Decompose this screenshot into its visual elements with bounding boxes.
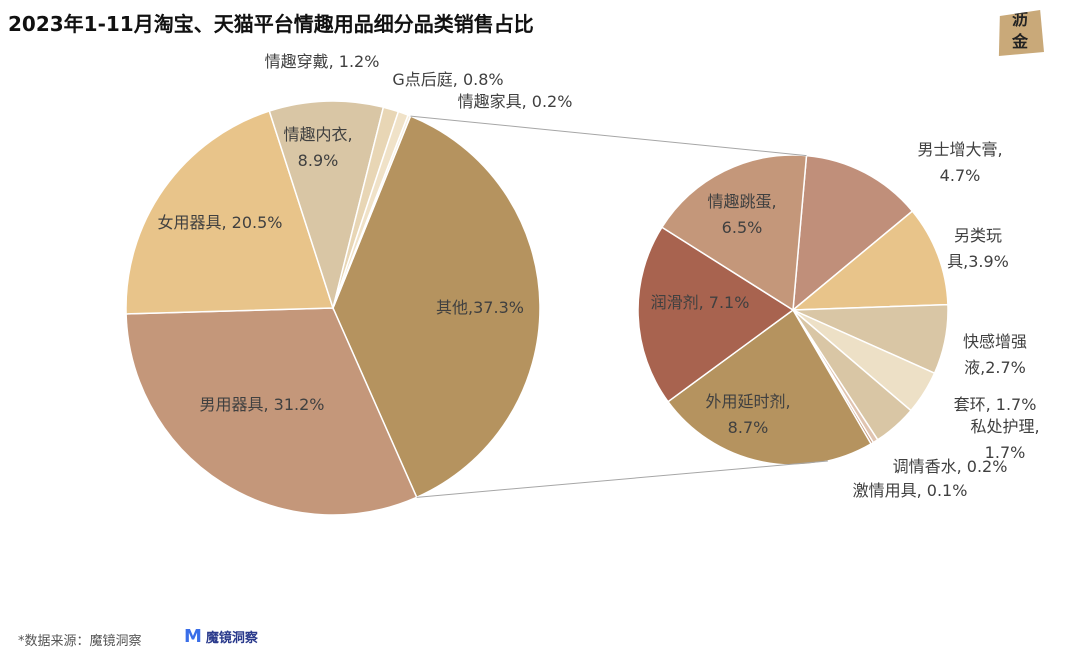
data-label: 私处护理, 1.7% — [970, 417, 1040, 462]
pie-slice — [268, 100, 385, 311]
data-label: 调情香水, 0.2% — [892, 457, 1008, 476]
data-label: 外用延时剂, 8.7% — [705, 392, 791, 437]
pie-slice — [332, 114, 412, 309]
brand-logo: M 魔镜洞察 — [184, 626, 258, 647]
logo: 沥 金 — [998, 10, 1044, 56]
pie-slice — [125, 307, 418, 516]
data-label: 男士增大膏, 4.7% — [917, 140, 1003, 185]
pie-slice — [666, 308, 873, 466]
brand-name: 魔镜洞察 — [205, 631, 258, 646]
pie-slice — [637, 226, 795, 403]
connector — [410, 115, 807, 157]
data-label: 套环, 1.7% — [953, 395, 1037, 414]
data-label: 激情用具, 0.1% — [852, 481, 968, 500]
connector — [416, 460, 828, 498]
data-label: 男用器具, 31.2% — [199, 395, 325, 414]
data-label: 另类玩具,3.9% — [947, 226, 1009, 271]
data-label: G点后庭, 0.8% — [392, 70, 504, 89]
data-label: 快感增强液,2.7% — [962, 332, 1027, 377]
pie-slice — [660, 154, 808, 312]
source-note: *数据来源：魔镜洞察 — [18, 634, 142, 649]
data-label: 情趣穿戴, 1.2% — [264, 52, 380, 71]
data-label: 情趣跳蛋, 6.5% — [707, 192, 777, 237]
pie-slice — [792, 154, 914, 312]
pie-slice — [332, 115, 541, 499]
data-label: 女用器具, 20.5% — [157, 213, 283, 232]
chart-title: 2023年1-11月淘宝、天猫平台情趣用品细分品类销售占比 — [8, 12, 534, 36]
pie-slice — [790, 210, 949, 311]
pie-slice — [125, 110, 335, 315]
data-label: 润滑剂, 7.1% — [650, 293, 750, 312]
data-label: 情趣家具, 0.2% — [457, 92, 573, 111]
data-label: 情趣内衣, 8.9% — [283, 125, 353, 170]
data-label: 其他,37.3% — [436, 298, 524, 317]
